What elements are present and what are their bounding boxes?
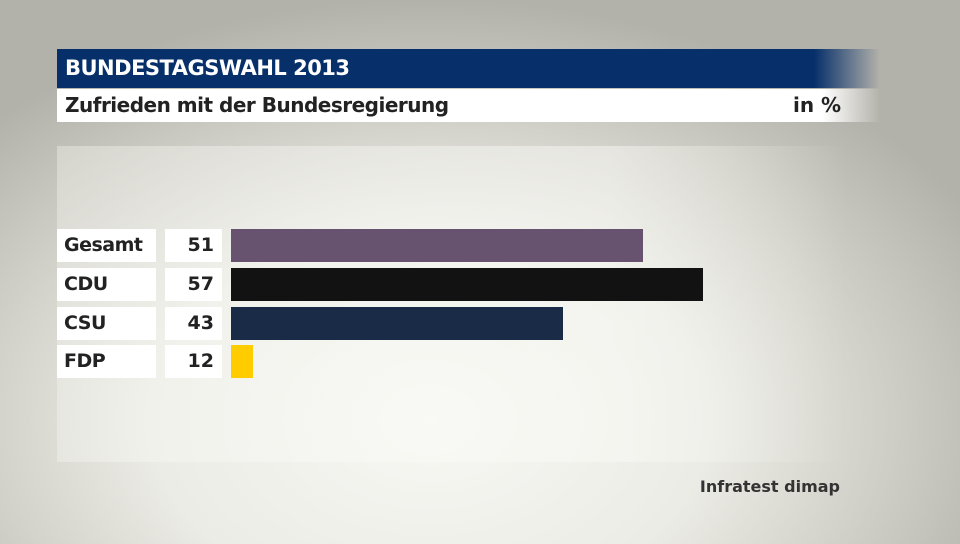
category-label: Gesamt [64, 234, 143, 256]
value-label: 57 [187, 273, 214, 295]
value-label-box: 12 [165, 345, 222, 378]
category-label: FDP [64, 350, 106, 372]
category-label-box: CDU [57, 268, 156, 301]
category-label-box: CSU [57, 307, 156, 340]
category-label: CDU [64, 273, 108, 295]
chart-panel [57, 146, 847, 462]
bar [231, 268, 703, 301]
value-label: 51 [187, 234, 214, 256]
header-title: BUNDESTAGSWAHL 2013 [65, 56, 350, 80]
value-label-box: 51 [165, 229, 222, 262]
category-label-box: Gesamt [57, 229, 156, 262]
bar [231, 345, 253, 378]
category-label-box: FDP [57, 345, 156, 378]
value-label: 43 [187, 312, 214, 334]
header-bar: BUNDESTAGSWAHL 2013 [57, 49, 880, 88]
value-label: 12 [187, 350, 214, 372]
subtitle-bar: Zufrieden mit der Bundesregierung in % [57, 89, 880, 122]
bar [231, 229, 643, 262]
source-label: Infratest dimap [699, 477, 840, 496]
chart-title: Zufrieden mit der Bundesregierung [65, 93, 449, 117]
value-label-box: 43 [165, 307, 222, 340]
bar [231, 307, 563, 340]
value-label-box: 57 [165, 268, 222, 301]
unit-label: in % [793, 93, 842, 117]
category-label: CSU [64, 312, 106, 334]
